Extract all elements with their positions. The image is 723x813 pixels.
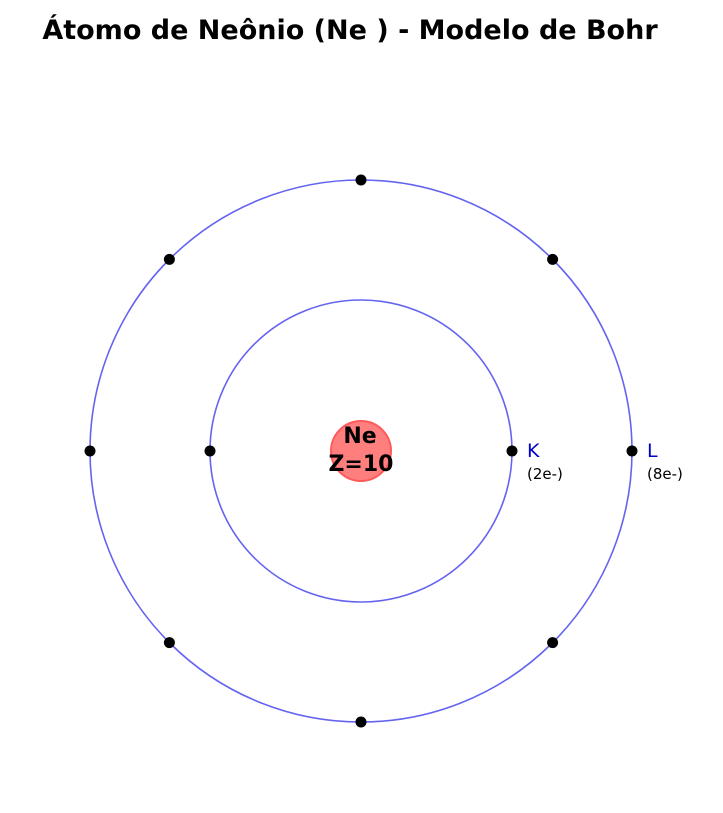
electron-l-4 [163,253,175,265]
electron-l-1 [626,445,638,457]
electron-l-3 [355,174,367,186]
electron-l-5 [84,445,96,457]
diagram-title: Átomo de Neônio (Ne ) - Modelo de Bohr [42,14,658,46]
electron-l-2 [547,253,559,265]
electrons-group [84,174,638,728]
nucleus [330,420,392,482]
nucleus-symbol: Ne [343,424,376,449]
shell-k-label: K [527,440,540,462]
shell-l-label: L [647,440,658,462]
electron-k-2 [204,445,216,457]
shell-k-count: (2e-) [527,465,563,483]
shell-l-count: (8e-) [647,465,683,483]
electron-l-6 [163,637,175,649]
electron-l-8 [547,637,559,649]
electron-k-1 [506,445,518,457]
electron-l-7 [355,716,367,728]
nucleus-atomic-number: Z=10 [328,452,393,477]
